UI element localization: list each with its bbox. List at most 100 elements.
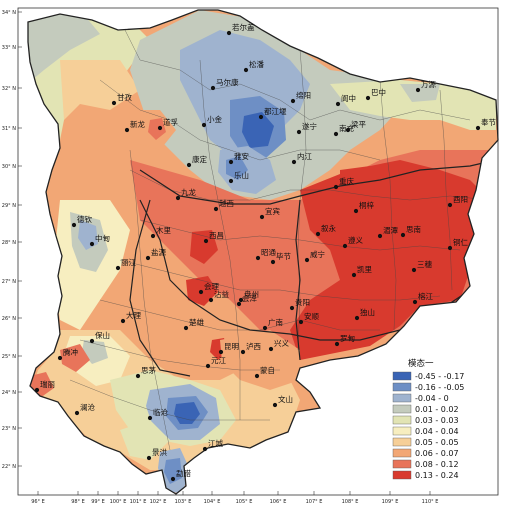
- city-dot: [270, 259, 276, 265]
- city-marker: 沾益: [208, 289, 229, 303]
- city-marker: 阆中: [335, 93, 356, 107]
- city-label: 若尔盖: [232, 22, 255, 32]
- legend-label: 0.03 - 0.03: [415, 416, 459, 425]
- city-dot: [291, 159, 297, 165]
- city-dot: [111, 100, 117, 106]
- city-dot: [198, 289, 204, 295]
- legend-label: 0.05 - 0.05: [415, 438, 459, 447]
- city-dot: [135, 373, 141, 379]
- city-marker: 马尔康: [210, 77, 239, 91]
- city-label: 甘孜: [117, 92, 132, 102]
- city-dot: [335, 101, 341, 107]
- city-marker: 重庆: [333, 176, 354, 190]
- city-marker: 越西: [213, 198, 234, 212]
- city-label: 沾益: [214, 289, 229, 299]
- city-marker: 中甸: [89, 233, 110, 247]
- legend-label: -0.16 - -0.05: [415, 383, 464, 392]
- city-dot: [298, 319, 304, 325]
- city-dot: [411, 267, 417, 273]
- city-marker: 巴中: [365, 87, 386, 101]
- city-label: 越西: [219, 198, 234, 208]
- longitude-tick-label: 109° E: [382, 499, 399, 505]
- city-marker: 蒙自: [254, 365, 275, 379]
- city-marker: 泸西: [240, 341, 261, 355]
- city-marker: 铜仁: [447, 237, 468, 251]
- city-label: 桐梓: [359, 200, 374, 210]
- city-label: 叙永: [321, 223, 336, 233]
- city-marker: 桐梓: [353, 200, 374, 214]
- city-marker: 兴义: [268, 339, 289, 352]
- city-label: 凯里: [357, 264, 372, 274]
- city-label: 思南: [406, 224, 421, 234]
- city-dot: [120, 318, 126, 324]
- city-dot: [345, 127, 351, 133]
- city-label: 道孚: [163, 117, 178, 127]
- city-marker: 雅安: [228, 151, 249, 165]
- city-label: 木里: [156, 225, 171, 235]
- legend: 模态一 -0.45 - -0.17 -0.16 - -0.05 -0.04 - 0 0…: [392, 358, 464, 480]
- city-dot: [147, 415, 153, 421]
- city-marker: 楚雄: [183, 317, 204, 331]
- city-dot: [342, 243, 348, 249]
- city-marker: 三穗: [411, 259, 432, 273]
- city-marker: 若尔盖: [226, 22, 255, 36]
- city-dot: [208, 297, 214, 303]
- city-marker: 乐山: [228, 170, 249, 184]
- city-label: 昆明: [224, 342, 239, 351]
- city-marker: 临沧: [147, 407, 168, 421]
- city-dot: [333, 184, 339, 190]
- city-marker: 都江堰: [258, 106, 287, 120]
- longitude-tick-label: 108° E: [342, 499, 359, 505]
- city-label: 雅安: [234, 151, 249, 161]
- city-dot: [334, 341, 340, 347]
- city-marker: 勐腊: [170, 468, 191, 482]
- city-marker: 毕节: [270, 251, 291, 265]
- city-dot: [447, 202, 453, 208]
- city-dot: [218, 349, 224, 355]
- city-dot: [447, 245, 453, 251]
- city-dot: [315, 231, 321, 237]
- city-marker: 保山: [89, 330, 110, 344]
- latitude-tick-label: 33° N: [2, 45, 16, 51]
- city-marker: 木里: [150, 225, 171, 239]
- city-dot: [262, 325, 268, 331]
- legend-swatch: [392, 470, 412, 480]
- city-dot: [268, 346, 274, 352]
- map-frame: [17, 7, 499, 496]
- latitude-tick-label: 28° N: [2, 240, 16, 246]
- city-dot: [333, 131, 339, 137]
- city-label: 宜宾: [265, 206, 280, 216]
- city-label: 楚雄: [189, 317, 204, 327]
- city-dot: [170, 476, 176, 482]
- city-dot: [175, 195, 181, 201]
- legend-label: 0.13 - 0.24: [415, 471, 459, 480]
- city-dot: [146, 455, 152, 461]
- latitude-tick-label: 32° N: [2, 86, 16, 92]
- city-dot: [203, 238, 209, 244]
- city-label: 马尔康: [216, 77, 239, 87]
- legend-label: -0.45 - -0.17: [415, 372, 464, 381]
- city-marker: 绵阳: [290, 90, 311, 104]
- city-marker: 大理: [120, 310, 141, 324]
- longitude-tick-label: 98° E: [71, 499, 85, 505]
- city-dot: [145, 255, 151, 261]
- city-label: 中甸: [95, 233, 110, 243]
- city-marker: 康定: [186, 154, 207, 168]
- legend-swatch: [392, 404, 412, 414]
- longitude-tick-label: 105° E: [236, 499, 253, 505]
- longitude-tick-label: 103° E: [175, 499, 192, 505]
- city-dot: [254, 373, 260, 379]
- city-label: 江城: [208, 439, 223, 448]
- city-dot: [377, 233, 383, 239]
- legend-label: 0.04 - 0.04: [415, 427, 459, 436]
- city-marker: 澜沧: [74, 402, 95, 416]
- city-marker: 昆明: [218, 342, 239, 355]
- city-dot: [289, 305, 295, 311]
- longitude-tick-label: 104° E: [204, 499, 221, 505]
- city-label: 阆中: [341, 93, 356, 103]
- city-label: 遵义: [348, 235, 363, 245]
- city-label: 大理: [126, 310, 141, 320]
- legend-label: 0.01 - 0.02: [415, 405, 459, 414]
- city-dot: [240, 349, 246, 355]
- city-dot: [89, 241, 95, 247]
